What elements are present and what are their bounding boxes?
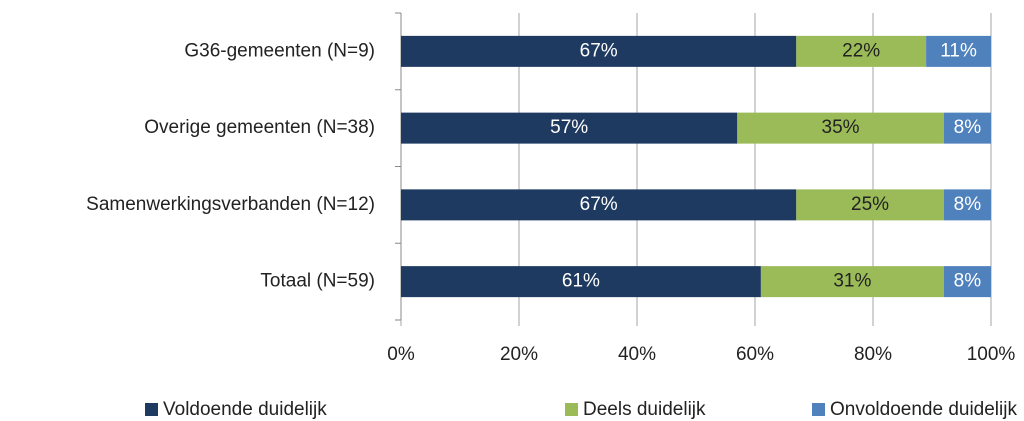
y-tick-label: G36-gemeenten (N=9) [184, 40, 375, 61]
legend-swatch [145, 403, 158, 416]
legend-swatch [812, 403, 825, 416]
bar-segment [737, 112, 944, 144]
bar-segment [943, 189, 991, 221]
bar-segment [401, 35, 797, 67]
legend-label: Deels duidelijk [583, 399, 706, 420]
y-tick-label: Overige gemeenten (N=38) [144, 117, 375, 138]
data-label: 67% [580, 194, 618, 215]
y-tick-label: Samenwerkingsverbanden (N=12) [86, 194, 375, 215]
legend-label: Voldoende duidelijk [163, 399, 327, 420]
bar-segment [943, 112, 991, 144]
bar-segment [401, 112, 738, 144]
x-tick-label: 100% [967, 344, 1016, 365]
data-label: 61% [562, 271, 600, 292]
x-tick-label: 40% [618, 344, 656, 365]
data-label: 67% [580, 40, 618, 61]
data-label: 8% [954, 117, 982, 138]
bar-segment [926, 35, 991, 67]
x-tick-label: 20% [500, 344, 538, 365]
x-tick-label: 80% [854, 344, 892, 365]
data-label: 8% [954, 271, 982, 292]
bar-segment [760, 266, 944, 298]
data-label: 8% [954, 194, 982, 215]
data-label: 35% [822, 117, 860, 138]
x-tick-label: 0% [387, 344, 415, 365]
y-tick-label: Totaal (N=59) [260, 271, 375, 292]
data-label: 25% [851, 194, 889, 215]
data-label: 31% [833, 271, 871, 292]
bar-segment [796, 189, 944, 221]
data-label: 57% [550, 117, 588, 138]
bar-segment [401, 189, 797, 221]
bar-segment [943, 266, 991, 298]
bar-segment [796, 35, 927, 67]
bar-segment [401, 266, 761, 298]
data-label: 11% [940, 40, 977, 61]
data-label: 22% [842, 40, 880, 61]
legend-swatch [565, 403, 578, 416]
legend-label: Onvoldoende duidelijk [830, 399, 1017, 420]
x-tick-label: 60% [736, 344, 774, 365]
